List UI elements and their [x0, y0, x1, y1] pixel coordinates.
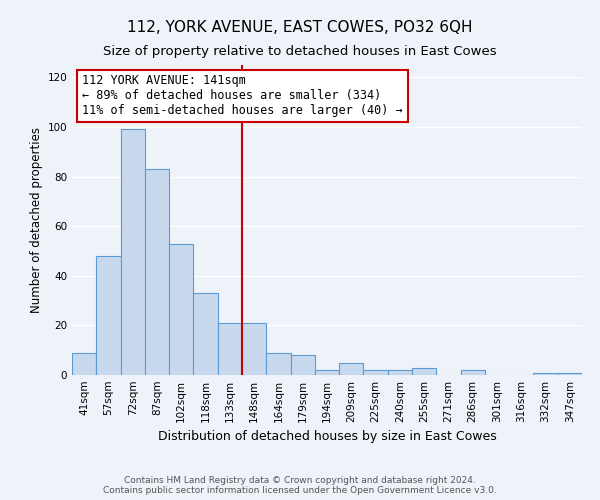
Bar: [169, 244, 193, 375]
Bar: [266, 352, 290, 375]
Bar: [96, 256, 121, 375]
Bar: [121, 130, 145, 375]
Bar: [339, 362, 364, 375]
Bar: [242, 323, 266, 375]
Bar: [388, 370, 412, 375]
Bar: [364, 370, 388, 375]
Text: Size of property relative to detached houses in East Cowes: Size of property relative to detached ho…: [103, 45, 497, 58]
X-axis label: Distribution of detached houses by size in East Cowes: Distribution of detached houses by size …: [158, 430, 496, 444]
Bar: [145, 169, 169, 375]
Bar: [193, 293, 218, 375]
Bar: [72, 352, 96, 375]
Bar: [315, 370, 339, 375]
Text: 112, YORK AVENUE, EAST COWES, PO32 6QH: 112, YORK AVENUE, EAST COWES, PO32 6QH: [127, 20, 473, 35]
Text: 112 YORK AVENUE: 141sqm
← 89% of detached houses are smaller (334)
11% of semi-d: 112 YORK AVENUE: 141sqm ← 89% of detache…: [82, 74, 403, 118]
Bar: [533, 372, 558, 375]
Bar: [218, 323, 242, 375]
Y-axis label: Number of detached properties: Number of detached properties: [30, 127, 43, 313]
Bar: [290, 355, 315, 375]
Bar: [558, 372, 582, 375]
Text: Contains HM Land Registry data © Crown copyright and database right 2024.
Contai: Contains HM Land Registry data © Crown c…: [103, 476, 497, 495]
Bar: [461, 370, 485, 375]
Bar: [412, 368, 436, 375]
